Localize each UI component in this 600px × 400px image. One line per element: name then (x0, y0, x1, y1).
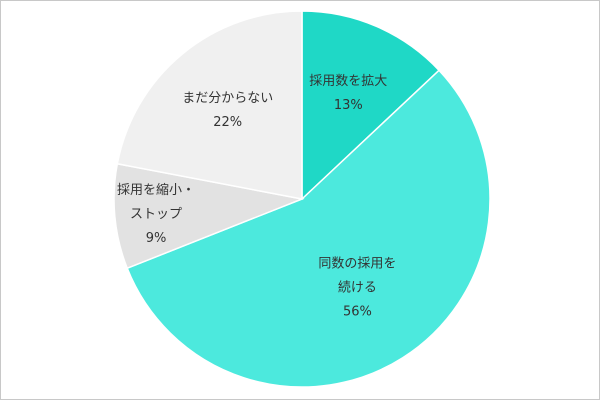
pie-slice (113, 162, 305, 270)
slice-label: 採用を縮小・ (117, 182, 195, 198)
slice-value-label: 56% (343, 304, 372, 319)
slice-label: ストップ (130, 207, 182, 222)
pie-slice (126, 69, 491, 388)
slice-value-label: 13% (334, 98, 363, 113)
slice-value-label: 9% (146, 231, 167, 246)
slice-label: まだ分からない (182, 91, 273, 106)
pie-slice (301, 10, 441, 201)
slice-label: 採用数を拡大 (309, 74, 387, 89)
slice-label: 続ける (338, 280, 377, 295)
slice-label: 同数の採用を (318, 256, 396, 271)
pie-slice (116, 10, 303, 200)
slice-value-label: 22% (213, 115, 242, 130)
